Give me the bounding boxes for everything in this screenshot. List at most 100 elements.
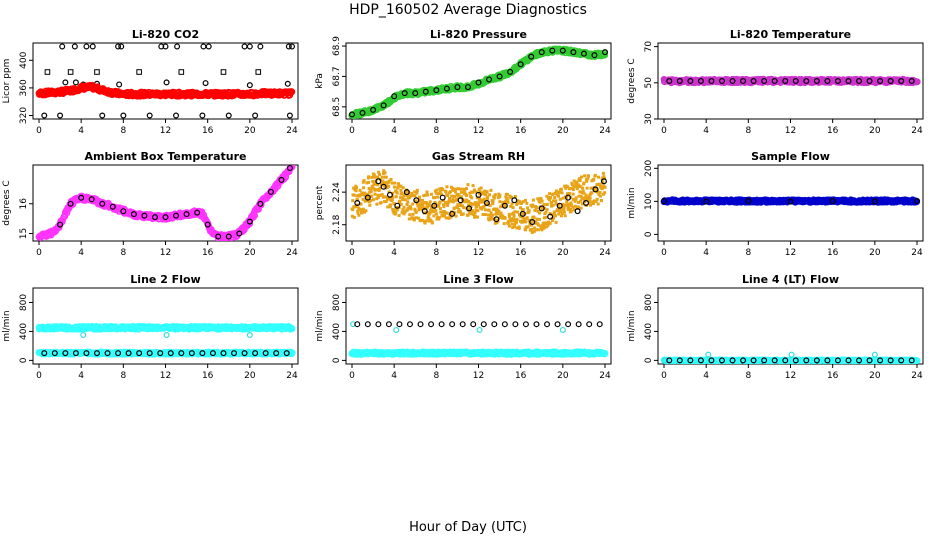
series-4 [35,81,296,100]
data-point [547,213,554,220]
data-point [454,214,458,218]
data-point [451,187,455,191]
data-point [278,176,285,183]
data-point [465,194,469,198]
data-point [173,212,180,219]
series-0 [660,75,921,87]
data-point [422,88,429,95]
plot-marks [350,169,607,235]
data-point [116,81,123,88]
data-point [412,90,419,97]
data-point [527,210,531,214]
data-point [413,194,417,198]
data-point [601,51,609,59]
x-tick-label: 24 [599,126,611,136]
data-point [519,215,523,219]
data-point [566,185,570,189]
data-point [439,210,443,214]
data-point [283,350,290,357]
data-point [368,203,372,207]
data-point [568,191,572,195]
data-point [435,195,439,199]
data-point [557,212,561,216]
data-point [554,214,558,218]
data-point [455,197,459,201]
data-point [576,200,580,204]
data-point [417,207,421,211]
data-point [526,225,530,229]
data-point [252,112,259,119]
data-point [401,197,405,201]
data-point [803,77,810,84]
y-tick-label: 15 [19,228,29,239]
data-point [579,185,583,189]
data-point [350,214,354,218]
data-point [370,106,377,113]
data-point [486,195,490,199]
data-point [174,43,181,50]
data-point [438,200,442,204]
x-tick-label: 12 [473,371,484,381]
data-point [586,177,590,181]
x-tick-label: 4 [391,126,397,136]
data-point [471,184,475,188]
data-point [466,208,470,212]
data-point [603,185,607,189]
data-point [676,77,683,84]
x-tick-label: 0 [36,126,42,136]
data-point [576,205,580,209]
data-point [426,205,430,209]
data-point [560,212,564,216]
data-point [475,191,482,198]
plot-marks [348,321,609,358]
x-tick-label: 16 [202,248,214,258]
data-point [538,211,542,215]
series-1 [59,43,296,50]
data-point [432,214,436,218]
data-point [463,188,467,192]
data-point [552,216,556,220]
data-point [423,201,427,205]
data-point [359,109,366,116]
data-point [452,206,456,210]
data-point [511,226,515,230]
data-point [367,175,371,179]
x-tick-label: 4 [78,371,84,381]
panel-title: Li-820 Temperature [730,28,851,41]
data-point [540,199,544,203]
x-tick-label: 24 [286,248,298,258]
data-point [554,199,558,203]
data-point [391,191,395,195]
data-point [525,216,529,220]
data-point [587,194,591,198]
x-tick-label: 16 [515,248,527,258]
data-point [362,179,366,183]
data-point [446,201,450,205]
data-point [544,210,548,214]
panel-title: Sample Flow [751,150,830,163]
data-point [547,220,551,224]
data-point [469,201,473,205]
data-point [687,77,694,84]
data-point [461,212,465,216]
x-tick-label: 4 [703,371,709,381]
data-point [376,183,380,187]
data-point [602,175,606,179]
data-point [118,43,125,50]
y-tick-label: 0 [644,231,654,237]
y-tick-label: 320 [19,107,29,124]
data-point [476,215,480,219]
data-point [570,203,574,207]
data-point [433,196,437,200]
x-tick-label: 16 [827,371,839,381]
data-point [571,192,575,196]
data-point [409,207,413,211]
data-point [492,196,496,200]
data-point [99,200,106,207]
data-point [490,216,494,220]
series-1 [660,198,920,205]
data-point [590,191,594,195]
data-point [443,210,447,214]
data-point [361,197,365,201]
